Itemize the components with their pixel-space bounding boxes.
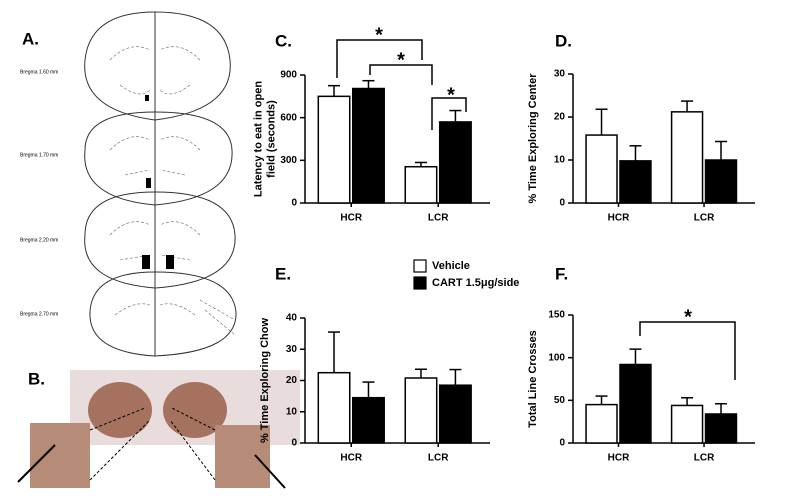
- bar: [438, 384, 472, 444]
- significance-star: *: [684, 306, 692, 328]
- y-tick-label: 900: [280, 70, 297, 81]
- panel-label: C.: [275, 31, 292, 50]
- legend-label: CART 1.5μg/side: [432, 277, 519, 289]
- bar: [670, 111, 704, 204]
- panel-label: A.: [22, 29, 39, 48]
- legend-swatch: [413, 276, 427, 290]
- bregma-label: Bregma 1.70 mm: [20, 152, 58, 158]
- y-tick-label: 0: [559, 198, 565, 209]
- bar: [619, 160, 652, 204]
- x-tick-label: HCR: [340, 453, 362, 464]
- y-tick-label: 300: [280, 155, 297, 166]
- bar: [352, 396, 385, 444]
- y-axis-label: % Time Exploring Chow: [259, 318, 271, 444]
- y-tick-label: 0: [559, 438, 565, 449]
- y-axis-label: field (seconds): [265, 100, 277, 178]
- bar: [352, 87, 385, 204]
- y-tick-label: 20: [554, 112, 566, 123]
- panel-label: B.: [28, 369, 45, 388]
- y-tick-label: 40: [286, 313, 298, 324]
- legend: Vehicle CART 1.5μg/side: [413, 259, 519, 290]
- significance-bracket: [431, 97, 467, 130]
- bar: [317, 371, 351, 444]
- y-tick-label: 100: [548, 352, 565, 363]
- panel-label: F.: [555, 264, 568, 283]
- x-tick-label: LCR: [694, 453, 715, 464]
- legend-swatch: [413, 259, 427, 273]
- y-axis-label: Total Line Crosses: [527, 330, 539, 428]
- y-tick-label: 0: [291, 438, 297, 449]
- bar: [619, 363, 652, 444]
- y-axis-label: Latency to eat in open: [252, 81, 264, 197]
- bar: [585, 134, 618, 204]
- bar: [404, 165, 438, 204]
- histology-photos: [17, 370, 300, 489]
- y-tick-label: 20: [286, 375, 298, 386]
- bregma-label: Bregma 2.20 mm: [20, 237, 58, 243]
- legend-label: Vehicle: [432, 260, 470, 272]
- bar: [404, 377, 438, 444]
- significance-star: *: [447, 84, 455, 106]
- significance-star: *: [397, 49, 405, 71]
- x-tick-label: HCR: [608, 213, 630, 224]
- y-tick-label: 10: [554, 155, 566, 166]
- y-tick-label: 150: [548, 310, 565, 321]
- significance-star: *: [375, 24, 383, 46]
- bar: [670, 404, 704, 444]
- y-tick-label: 50: [554, 395, 566, 406]
- x-tick-label: LCR: [694, 213, 715, 224]
- bregma-label: Bregma 1.60 mm: [20, 69, 58, 75]
- y-axis-label: % Time Exploring Center: [527, 73, 539, 204]
- x-tick-label: HCR: [608, 453, 630, 464]
- bar: [438, 121, 472, 204]
- y-tick-label: 30: [286, 344, 298, 355]
- x-tick-label: LCR: [428, 213, 449, 224]
- bar: [704, 159, 738, 204]
- y-tick-label: 600: [280, 112, 297, 123]
- x-tick-label: LCR: [428, 453, 449, 464]
- atlas-drawings: [84, 11, 237, 357]
- y-tick-label: 10: [286, 406, 298, 417]
- bar: [704, 413, 738, 444]
- panel-label: D.: [555, 31, 572, 50]
- bregma-label: Bregma 2.70 mm: [20, 311, 58, 317]
- bar: [317, 95, 351, 204]
- significance-bracket: [336, 39, 423, 78]
- significance-bracket: [639, 321, 736, 380]
- y-tick-label: 0: [291, 198, 297, 209]
- y-tick-label: 30: [554, 69, 566, 80]
- panel-label: E.: [275, 264, 291, 283]
- x-tick-label: HCR: [340, 213, 362, 224]
- significance-bracket: [369, 64, 433, 85]
- bar: [585, 403, 618, 444]
